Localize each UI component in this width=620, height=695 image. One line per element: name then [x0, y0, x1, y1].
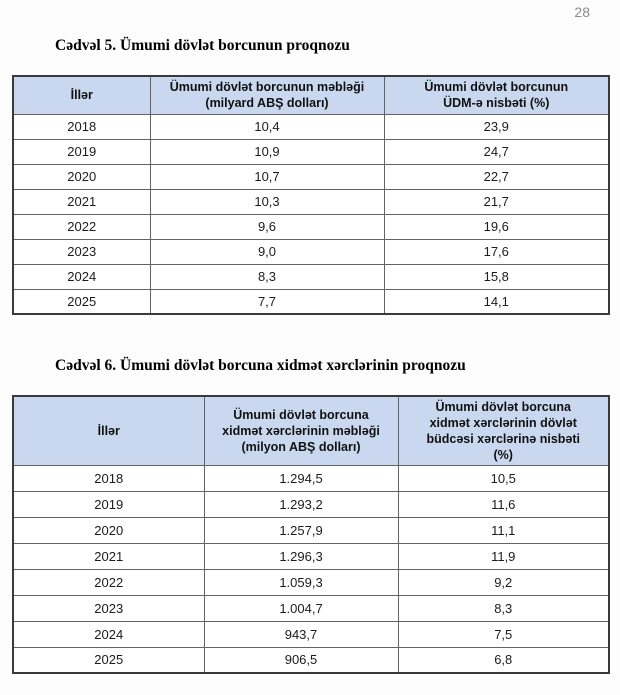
table-row: 2025 906,5 6,8 [12, 646, 610, 674]
table-row: 2020 1.257,9 11,1 [12, 516, 610, 544]
table-cell: 2023 [12, 238, 151, 265]
table-cell: 2025 [12, 646, 205, 674]
header-row: İllər Ümumi dövlət borcunun məbləği (mil… [12, 75, 610, 115]
table-row: 2022 9,6 19,6 [12, 213, 610, 240]
table-cell: 11,1 [397, 516, 610, 544]
table-cell: 2020 [12, 163, 151, 190]
column-header-debt-amount: Ümumi dövlət borcunun məbləği (milyard A… [149, 75, 385, 115]
table-cell: 23,9 [383, 113, 610, 140]
column-header-years: İllər [12, 75, 151, 115]
table-cell: 21,7 [383, 188, 610, 215]
column-header-service-cost-budget-ratio: Ümumi dövlət borcuna xidmət xərclərinin … [397, 395, 610, 466]
table-cell: 24,7 [383, 138, 610, 165]
table-cell: 19,6 [383, 213, 610, 240]
table-row: 2021 10,3 21,7 [12, 188, 610, 215]
table-cell: 10,7 [149, 163, 385, 190]
table-cell: 2020 [12, 516, 205, 544]
table-cell: 8,3 [149, 263, 385, 290]
table-cell: 10,3 [149, 188, 385, 215]
table-cell: 7,5 [397, 620, 610, 648]
table-row: 2024 8,3 15,8 [12, 263, 610, 290]
table-cell: 2018 [12, 113, 151, 140]
table-cell: 10,9 [149, 138, 385, 165]
table-row: 2023 1.004,7 8,3 [12, 594, 610, 622]
table-cell: 2024 [12, 620, 205, 648]
table-cell: 2023 [12, 594, 205, 622]
header-row: İllər Ümumi dövlət borcuna xidmət xərclə… [12, 395, 610, 466]
table-row: 2025 7,7 14,1 [12, 288, 610, 315]
table-cell: 7,7 [149, 288, 385, 315]
table-row: 2019 1.293,2 11,6 [12, 490, 610, 518]
table5-title: Cədvəl 5. Ümumi dövlət borcunun proqnozu [55, 37, 350, 54]
page-number: 28 [574, 4, 590, 20]
table-cell: 9,2 [397, 568, 610, 596]
table-row: 2018 1.294,5 10,5 [12, 464, 610, 492]
table-cell: 1.293,2 [203, 490, 399, 518]
table-cell: 11,6 [397, 490, 610, 518]
table-cell: 11,9 [397, 542, 610, 570]
table-cell: 6,8 [397, 646, 610, 674]
table-cell: 1.257,9 [203, 516, 399, 544]
column-header-service-cost-amount: Ümumi dövlət borcuna xidmət xərclərinin … [203, 395, 399, 466]
table-row: 2018 10,4 23,9 [12, 113, 610, 140]
table-cell: 17,6 [383, 238, 610, 265]
table-cell: 9,0 [149, 238, 385, 265]
table-row: 2022 1.059,3 9,2 [12, 568, 610, 596]
table6-title: Cədvəl 6. Ümumi dövlət borcuna xidmət xə… [55, 357, 466, 374]
table-cell: 1.059,3 [203, 568, 399, 596]
table-cell: 906,5 [203, 646, 399, 674]
table6-header: İllər Ümumi dövlət borcuna xidmət xərclə… [12, 395, 610, 466]
table-cell: 1.004,7 [203, 594, 399, 622]
table-cell: 2021 [12, 188, 151, 215]
table-cell: 2022 [12, 213, 151, 240]
table-row: 2019 10,9 24,7 [12, 138, 610, 165]
table5-header: İllər Ümumi dövlət borcunun məbləği (mil… [12, 75, 610, 115]
table-cell: 2018 [12, 464, 205, 492]
table-row: 2021 1.296,3 11,9 [12, 542, 610, 570]
table-cell: 1.296,3 [203, 542, 399, 570]
table6: İllər Ümumi dövlət borcuna xidmət xərclə… [12, 395, 610, 674]
table-cell: 22,7 [383, 163, 610, 190]
table-cell: 10,5 [397, 464, 610, 492]
table-cell: 2024 [12, 263, 151, 290]
table-row: 2023 9,0 17,6 [12, 238, 610, 265]
table-cell: 15,8 [383, 263, 610, 290]
table-cell: 1.294,5 [203, 464, 399, 492]
table6-body: 2018 1.294,5 10,5 2019 1.293,2 11,6 2020 1.257,… [12, 464, 610, 674]
table-cell: 2025 [12, 288, 151, 315]
table5: İllər Ümumi dövlət borcunun məbləği (mil… [12, 75, 610, 315]
table-cell: 2021 [12, 542, 205, 570]
column-header-years: İllər [12, 395, 205, 466]
table-cell: 9,6 [149, 213, 385, 240]
table-cell: 10,4 [149, 113, 385, 140]
table-cell: 943,7 [203, 620, 399, 648]
table-row: 2020 10,7 22,7 [12, 163, 610, 190]
table-cell: 2022 [12, 568, 205, 596]
table-cell: 8,3 [397, 594, 610, 622]
table-row: 2024 943,7 7,5 [12, 620, 610, 648]
column-header-debt-gdp-ratio: Ümumi dövlət borcunun ÜDM-ə nisbəti (%) [383, 75, 610, 115]
table-cell: 14,1 [383, 288, 610, 315]
table-cell: 2019 [12, 490, 205, 518]
table5-body: 2018 10,4 23,9 2019 10,9 24,7 2020 10,7 22,7 2021… [12, 113, 610, 315]
table-cell: 2019 [12, 138, 151, 165]
